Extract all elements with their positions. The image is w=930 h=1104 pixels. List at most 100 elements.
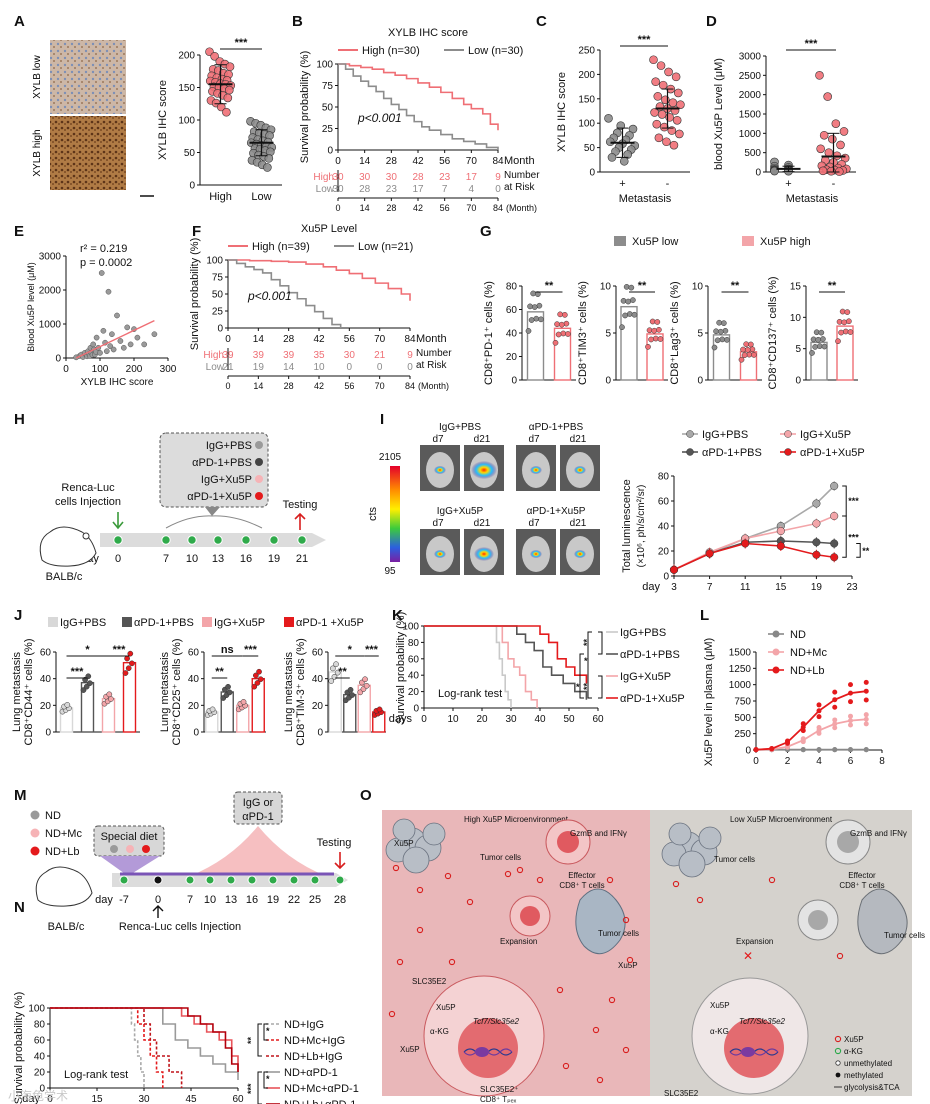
panel-letter-h: H — [14, 411, 25, 428]
y-tick-label: 50 — [212, 290, 224, 301]
x-tick-label: 15 — [91, 1094, 103, 1104]
data-point — [664, 67, 673, 77]
data-point — [816, 714, 822, 720]
effector-label: Effector — [848, 871, 876, 880]
data-point — [747, 341, 754, 348]
treatment-label: IgG or — [243, 797, 274, 809]
risk-value-low: 28 — [359, 184, 371, 195]
tumor-cells-label: Tumor cells — [714, 855, 755, 864]
data-point — [645, 343, 651, 350]
data-point — [103, 348, 110, 355]
data-point — [863, 747, 869, 753]
data-point — [620, 297, 627, 304]
significance-bracket — [263, 1023, 268, 1041]
effector-label: Effector — [568, 871, 596, 880]
mouse-icon — [39, 526, 97, 567]
data-point — [554, 321, 560, 328]
timeline-day: -7 — [119, 894, 129, 906]
y-tick-label: 0 — [317, 728, 323, 739]
slc35e2-label: SLC35E2 — [412, 977, 447, 986]
data-point — [538, 316, 544, 323]
timeline-dot — [153, 875, 163, 885]
timeline-dot — [205, 875, 215, 885]
diet-wedge — [100, 856, 160, 876]
legend-marker — [772, 630, 780, 638]
xu5p-molecule — [672, 880, 680, 888]
data-point — [623, 150, 633, 159]
y-tick-label: 10 — [600, 282, 612, 293]
xu5p-label: Xu5P — [436, 1003, 456, 1012]
luminescence-signal — [474, 547, 494, 561]
legend-dot — [30, 846, 40, 856]
xu5p-molecule — [622, 916, 630, 924]
x-tick-label: 15 — [775, 582, 787, 593]
y-axis-title: Survival probability (%) — [189, 238, 201, 350]
data-point — [800, 736, 806, 742]
significance-label: ** — [545, 280, 554, 292]
effector-label: CD8⁺ T cells — [559, 881, 604, 890]
significance-label: * — [576, 682, 580, 692]
x-tick-label: 2 — [785, 756, 791, 767]
risk-x-tick-label: 0 — [225, 381, 230, 391]
data-point — [863, 697, 869, 703]
injection-label: Renca-Luc cells Injection — [119, 921, 241, 933]
data-point — [653, 92, 663, 101]
gene-label: Tcf7/Slc35e2 — [473, 1017, 520, 1026]
series-line — [673, 542, 835, 571]
significance-label: ** — [862, 546, 870, 556]
y-tick-label: 60 — [312, 648, 324, 659]
y-tick-label: 40 — [658, 522, 670, 533]
y-tick-label: 0 — [39, 1084, 45, 1095]
legend-label: ND+Mc+αPD-1 — [284, 1083, 359, 1095]
data-point — [93, 334, 100, 341]
effector-nucleus — [520, 906, 540, 926]
scale-label: cts — [367, 506, 379, 521]
panel-letters: A B C D E F G H I J K L M N O — [14, 13, 717, 916]
y-tick-label: 100 — [178, 116, 195, 127]
chart-l: 0 250 500 750 1000 1250 1500 0 2 4 6 8 Xu5P level in… — [703, 629, 885, 767]
risk-value-low: 0 — [377, 362, 383, 373]
category-high: High — [209, 191, 232, 203]
risk-value-low: 23 — [386, 184, 398, 195]
x-tick-label: 56 — [344, 334, 356, 345]
data-point — [830, 553, 839, 562]
day-label: day — [95, 894, 113, 906]
y-tick-label: 50 — [184, 148, 196, 159]
chart-e: 0 1000 2000 3000 0 100 200 300 XYLB IHC score Blo… — [26, 243, 177, 388]
tumor-cells-label: Tumor cells — [480, 853, 521, 862]
data-point — [836, 318, 843, 325]
x-axis-title: Metastasis — [619, 193, 672, 205]
data-point — [800, 724, 806, 730]
y-tick-label: 40 — [506, 329, 518, 340]
panel-letter-g: G — [480, 223, 492, 240]
data-point — [223, 93, 233, 103]
x-tick-label: 28 — [386, 156, 398, 167]
xu5p-molecule — [396, 958, 404, 966]
significance-bracket — [587, 631, 592, 699]
image-day: d21 — [570, 518, 587, 529]
testing-arrow — [334, 852, 346, 870]
y-tick-label: 50 — [584, 143, 596, 154]
risk-value-high: 28 — [412, 172, 424, 183]
data-point — [816, 144, 825, 154]
x-tick-label: 11 — [740, 582, 751, 593]
image-day: d21 — [570, 434, 587, 445]
data-point — [654, 319, 661, 325]
data-point — [839, 308, 846, 315]
data-point — [560, 330, 567, 337]
data-point — [565, 331, 571, 337]
data-point — [848, 713, 853, 719]
risk-value-high: 30 — [332, 172, 344, 183]
data-point — [818, 166, 828, 176]
timeline-day: 28 — [334, 894, 346, 906]
chart-title: Xu5P Level — [301, 223, 357, 235]
group-dot — [255, 475, 263, 483]
legend-label: High (n=30) — [362, 45, 420, 57]
significance-label: ** — [582, 682, 592, 690]
xu5p-molecule — [596, 1076, 604, 1084]
survival-curve — [424, 625, 588, 684]
data-point — [649, 55, 658, 65]
legend-label: High (n=39) — [252, 241, 310, 253]
y-tick-label: 80 — [658, 472, 670, 483]
